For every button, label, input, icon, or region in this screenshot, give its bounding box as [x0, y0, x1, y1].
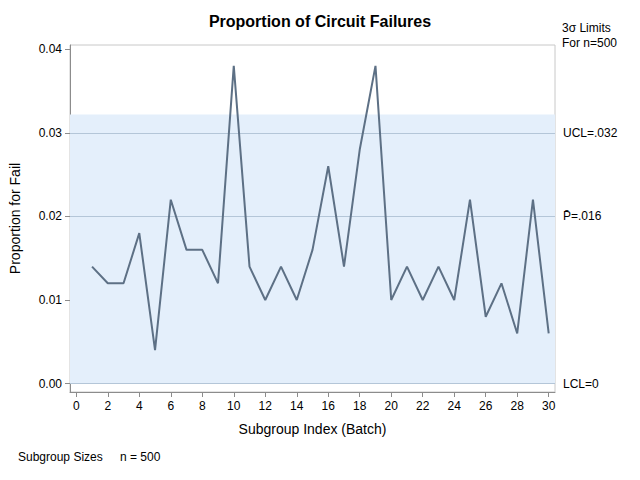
svg-text:26: 26: [479, 399, 493, 413]
svg-text:3σ Limits: 3σ Limits: [562, 21, 611, 35]
svg-text:22: 22: [416, 399, 430, 413]
svg-text:For n=500: For n=500: [562, 36, 617, 50]
svg-text:0.00: 0.00: [39, 377, 63, 391]
svg-text:Proportion for Fail: Proportion for Fail: [7, 163, 23, 274]
svg-text:Subgroup Sizes: Subgroup Sizes: [18, 450, 103, 464]
svg-text:n = 500: n = 500: [120, 450, 161, 464]
svg-text:20: 20: [385, 399, 399, 413]
svg-text:P̄=.016: P̄=.016: [563, 209, 602, 223]
svg-text:12: 12: [259, 399, 273, 413]
svg-text:10: 10: [227, 399, 241, 413]
svg-text:28: 28: [511, 399, 525, 413]
svg-text:8: 8: [199, 399, 206, 413]
svg-text:0.03: 0.03: [39, 126, 63, 140]
svg-text:2: 2: [104, 399, 111, 413]
svg-text:16: 16: [322, 399, 336, 413]
svg-text:UCL=.032: UCL=.032: [563, 126, 618, 140]
svg-text:6: 6: [167, 399, 174, 413]
svg-text:Subgroup Index (Batch): Subgroup Index (Batch): [239, 421, 387, 437]
svg-text:0.02: 0.02: [39, 209, 63, 223]
svg-text:24: 24: [448, 399, 462, 413]
svg-text:0: 0: [73, 399, 80, 413]
svg-text:4: 4: [136, 399, 143, 413]
svg-text:Proportion of Circuit Failures: Proportion of Circuit Failures: [209, 13, 431, 30]
svg-text:14: 14: [290, 399, 304, 413]
svg-text:0.04: 0.04: [39, 42, 63, 56]
svg-text:LCL=0: LCL=0: [563, 377, 599, 391]
svg-text:30: 30: [542, 399, 556, 413]
svg-text:18: 18: [353, 399, 367, 413]
svg-text:0.01: 0.01: [39, 293, 63, 307]
